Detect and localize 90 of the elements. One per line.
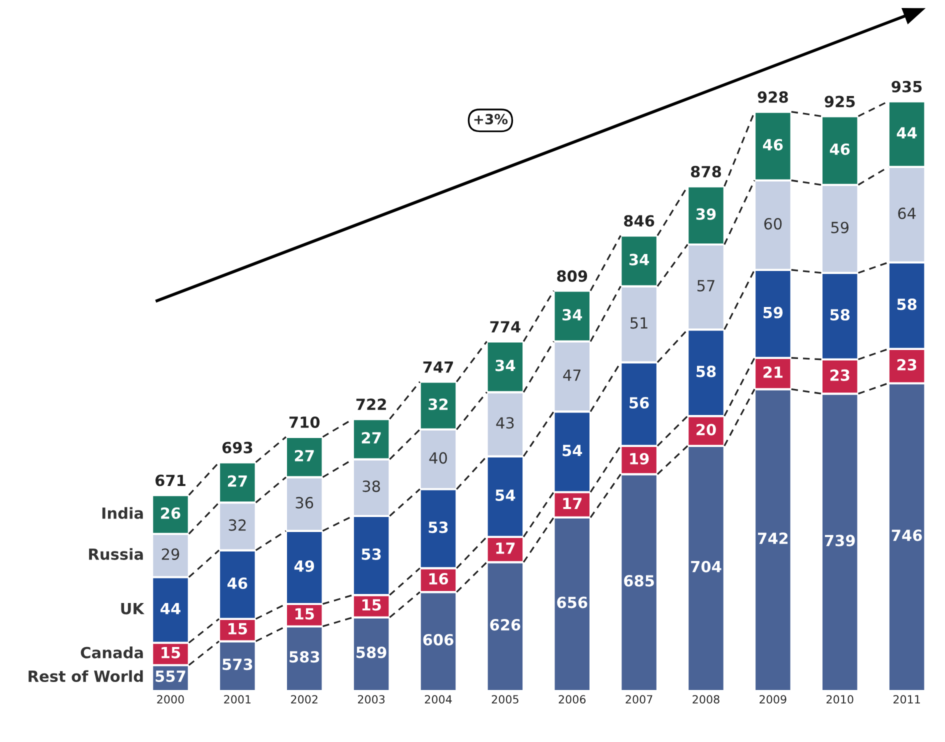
total-label: 774 xyxy=(490,321,520,332)
data-label: 34 xyxy=(496,360,516,372)
data-label: 739 xyxy=(824,534,855,546)
total-label: 722 xyxy=(356,398,386,410)
x-tick-label: 2002 xyxy=(291,695,318,704)
x-tick-label: 2004 xyxy=(424,695,452,704)
data-label: 44 xyxy=(896,127,917,138)
data-label: 64 xyxy=(898,208,916,220)
data-label: 58 xyxy=(696,366,716,378)
data-label: 34 xyxy=(629,254,649,266)
data-label: 573 xyxy=(222,658,252,670)
total-label: 809 xyxy=(557,270,588,282)
data-label: 40 xyxy=(429,452,447,464)
data-label: 59 xyxy=(763,306,783,318)
data-label: 16 xyxy=(429,573,448,585)
data-label: 46 xyxy=(227,577,248,590)
data-label: 15 xyxy=(228,623,247,635)
x-tick-label: 2006 xyxy=(558,695,586,704)
series-label: Russia xyxy=(89,548,143,560)
data-label: 626 xyxy=(490,619,520,631)
data-label: 57 xyxy=(697,280,714,292)
data-label: 39 xyxy=(696,208,716,220)
data-label: 27 xyxy=(362,432,381,444)
data-label: 46 xyxy=(762,138,783,151)
data-label: 20 xyxy=(696,424,716,436)
x-tick-label: 2009 xyxy=(760,695,786,704)
data-label: 58 xyxy=(897,298,916,310)
total-label: 710 xyxy=(289,416,320,428)
data-label: 21 xyxy=(764,366,783,378)
data-label: 44 xyxy=(160,603,180,614)
series-label: Rest of World xyxy=(28,670,143,682)
data-label: 38 xyxy=(362,480,380,492)
data-label: 32 xyxy=(228,519,246,531)
data-label: 15 xyxy=(295,608,314,620)
data-label: 23 xyxy=(830,369,850,381)
total-label: 693 xyxy=(222,442,252,454)
data-label: 32 xyxy=(428,398,448,410)
data-label: 704 xyxy=(691,560,722,572)
x-tick-label: 2010 xyxy=(826,695,854,704)
data-label: 19 xyxy=(630,452,649,464)
data-label: 43 xyxy=(496,417,514,429)
data-label: 17 xyxy=(496,542,515,554)
data-label: 47 xyxy=(563,370,581,381)
data-label: 746 xyxy=(892,530,922,542)
total-label: 935 xyxy=(892,80,922,92)
data-label: 53 xyxy=(428,522,448,534)
data-label: 15 xyxy=(162,647,180,658)
total-label: 747 xyxy=(423,361,453,373)
data-label: 59 xyxy=(831,222,849,234)
data-label: 34 xyxy=(562,308,582,321)
total-label: 671 xyxy=(155,474,186,486)
x-tick-label: 2003 xyxy=(358,695,385,704)
data-label: 26 xyxy=(161,507,180,519)
data-label: 583 xyxy=(290,651,320,663)
x-tick-label: 2005 xyxy=(492,695,518,704)
data-label: 46 xyxy=(830,143,850,155)
data-label: 29 xyxy=(162,548,180,560)
data-label: 23 xyxy=(897,358,916,371)
data-label: 656 xyxy=(557,596,588,608)
x-tick-label: 2007 xyxy=(626,695,652,704)
total-label: 928 xyxy=(758,91,788,103)
data-label: 27 xyxy=(294,450,314,462)
data-label: 51 xyxy=(630,317,648,329)
data-label: 589 xyxy=(356,646,386,658)
data-label: 58 xyxy=(830,308,850,321)
annotation: +3% xyxy=(474,114,508,124)
data-label: 27 xyxy=(228,475,247,487)
data-label: 557 xyxy=(156,670,186,682)
data-label: 49 xyxy=(294,560,314,572)
x-tick-label: 2008 xyxy=(692,695,720,704)
data-label: 606 xyxy=(423,634,454,646)
data-label: 53 xyxy=(362,548,381,560)
data-label: 56 xyxy=(630,397,649,409)
series-label: India xyxy=(102,507,143,519)
data-label: 60 xyxy=(764,218,782,230)
series-label: Canada xyxy=(80,646,143,658)
data-label: 54 xyxy=(496,490,516,502)
data-label: 17 xyxy=(563,498,582,510)
data-label: 15 xyxy=(362,599,381,611)
data-label: 36 xyxy=(296,496,314,508)
total-label: 878 xyxy=(690,166,721,178)
series-label: UK xyxy=(121,603,145,614)
x-tick-label: 2011 xyxy=(893,695,920,704)
total-label: 846 xyxy=(624,215,654,227)
total-label: 925 xyxy=(824,96,855,108)
x-tick-label: 2000 xyxy=(157,695,184,704)
data-label: 685 xyxy=(624,575,654,587)
data-label: 742 xyxy=(758,532,788,544)
x-tick-label: 2001 xyxy=(224,695,251,704)
data-label: 54 xyxy=(562,444,582,456)
